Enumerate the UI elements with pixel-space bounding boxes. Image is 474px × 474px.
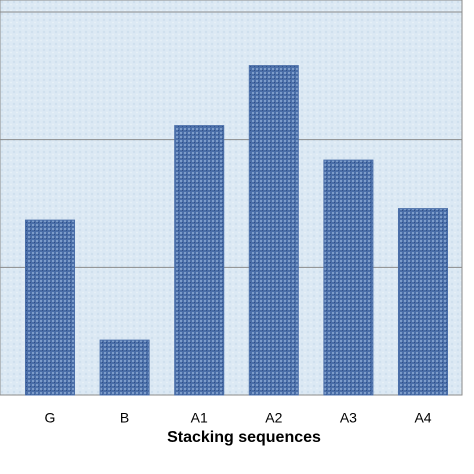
x-tick-label: A4 — [414, 410, 431, 426]
x-tick-label: A1 — [191, 410, 208, 426]
bar — [25, 219, 75, 396]
x-axis-title: Stacking sequences — [167, 429, 321, 446]
plot-area — [0, 0, 463, 396]
x-tick-label: B — [120, 410, 129, 426]
bar — [174, 125, 225, 396]
bar — [398, 208, 448, 396]
x-tick-label: A3 — [340, 410, 357, 426]
bar — [99, 339, 150, 396]
x-tick-label: G — [45, 410, 56, 426]
bar — [323, 159, 374, 396]
x-tick-label: A2 — [265, 410, 282, 426]
bar — [248, 65, 299, 396]
